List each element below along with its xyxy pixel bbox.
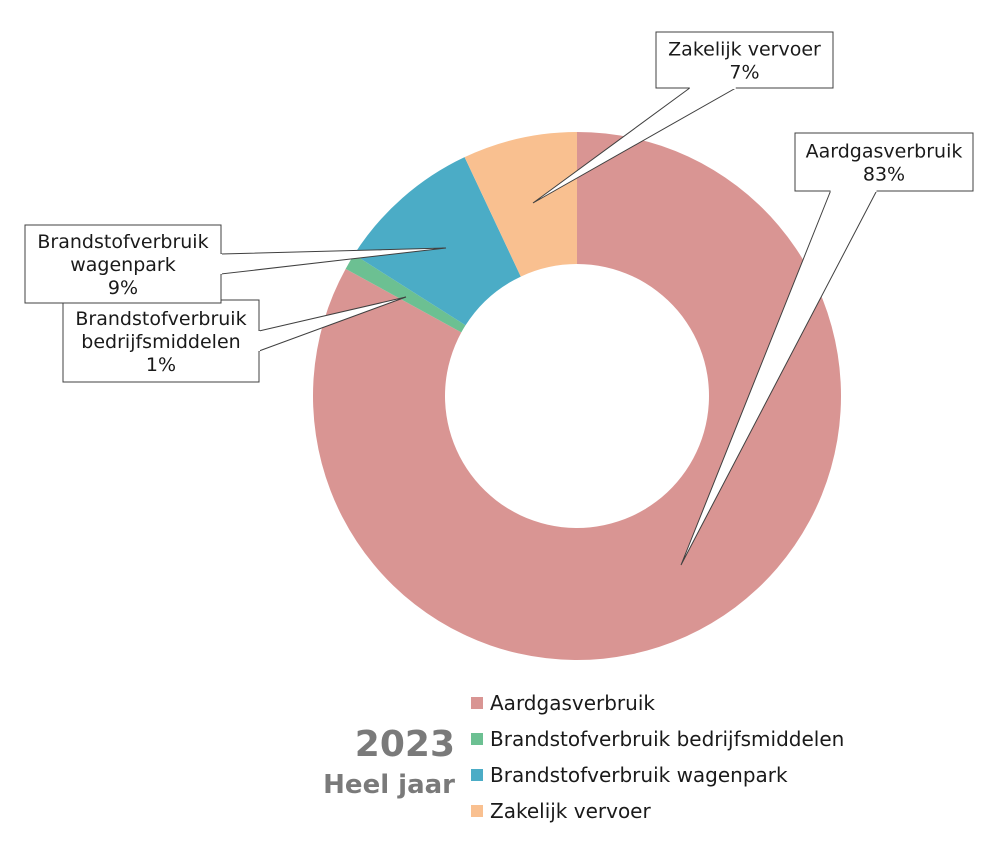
callout-line: Brandstofverbruik (37, 231, 208, 253)
legend: Aardgasverbruik Brandstofverbruik bedrijf… (471, 691, 844, 823)
callouts: Aardgasverbruik83%Brandstofverbruikbedri… (24, 31, 974, 566)
donut-slices (312, 132, 841, 661)
callout-line: 83% (863, 164, 905, 186)
legend-label: Zakelijk vervoer (490, 799, 651, 823)
callout-line: Aardgasverbruik (806, 141, 963, 163)
legend-label: Brandstofverbruik bedrijfsmiddelen (490, 727, 844, 751)
callout-line: 7% (729, 62, 759, 84)
callout-line: wagenpark (70, 254, 176, 276)
legend-swatch (471, 733, 483, 745)
legend-item-brandstofverbruik-bedrijfsmiddelen: Brandstofverbruik bedrijfsmiddelen (471, 727, 844, 751)
callout-line: Zakelijk vervoer (668, 39, 821, 61)
legend-item-aardgasverbruik: Aardgasverbruik (471, 691, 655, 715)
slice-brandstofverbruik-wagenpark (354, 157, 521, 326)
caption-year: 2023 (355, 724, 455, 765)
legend-swatch (471, 697, 483, 709)
callout-line: 9% (108, 277, 138, 299)
slice-zakelijk-vervoer (464, 132, 577, 277)
legend-swatch (471, 769, 483, 781)
legend-item-brandstofverbruik-wagenpark: Brandstofverbruik wagenpark (471, 763, 788, 787)
callout-line: Brandstofverbruik (75, 308, 246, 330)
legend-swatch (471, 805, 483, 817)
legend-label: Brandstofverbruik wagenpark (490, 763, 788, 787)
legend-label: Aardgasverbruik (490, 691, 655, 715)
legend-item-zakelijk-vervoer: Zakelijk vervoer (471, 799, 651, 823)
slice-brandstofverbruik-bedrijfsmiddelen (345, 254, 466, 333)
caption-period: Heel jaar (323, 770, 455, 800)
slice-aardgasverbruik (312, 132, 841, 661)
callout-line: 1% (146, 354, 176, 376)
callout-line: bedrijfsmiddelen (81, 331, 240, 353)
